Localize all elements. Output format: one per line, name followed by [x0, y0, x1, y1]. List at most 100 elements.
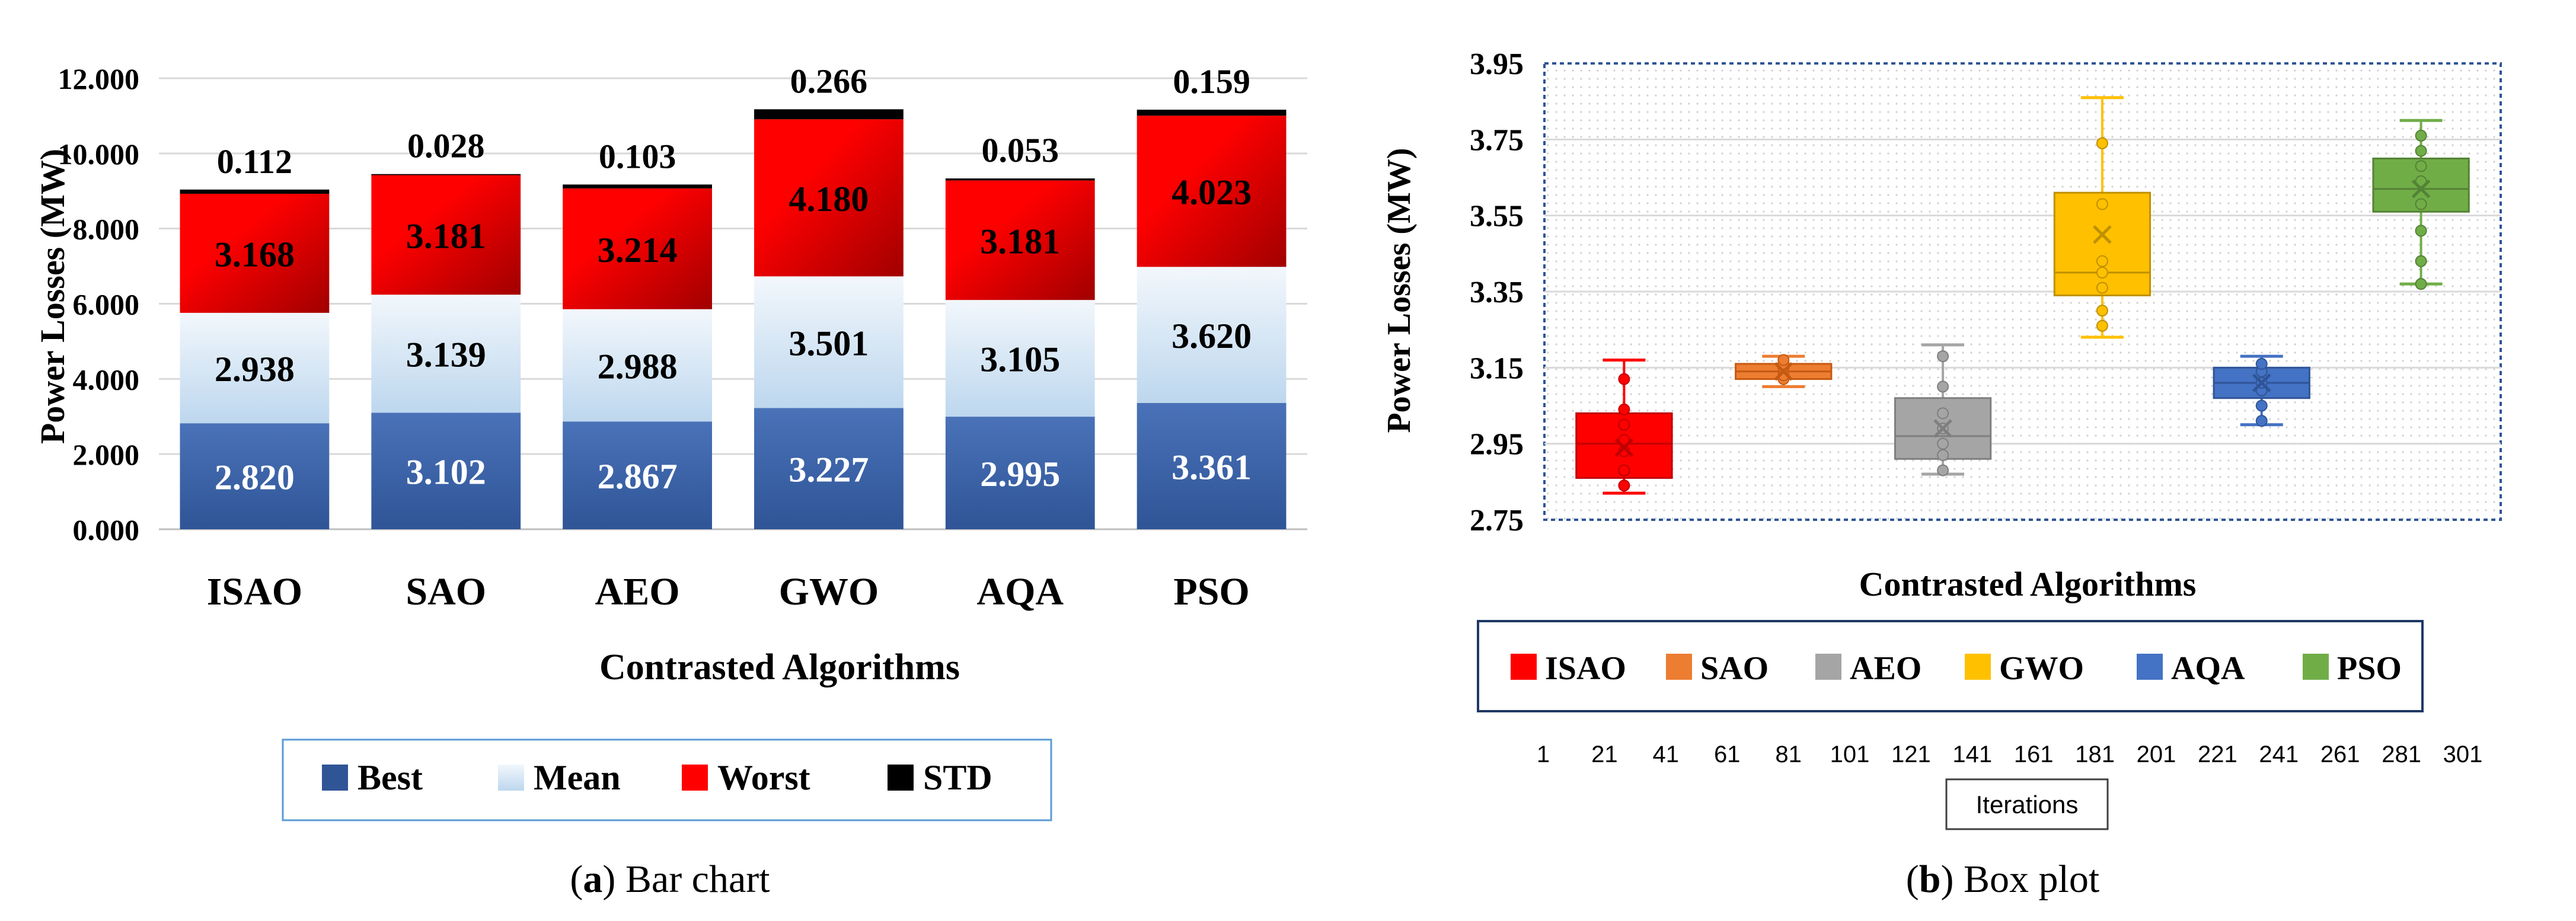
bar-x-tick: SAO — [406, 570, 486, 613]
bar-x-ticks: ISAO SAO AEO GWO AQA PSO — [207, 570, 1250, 613]
iteration-tick: 241 — [2259, 741, 2299, 768]
bar-label-best: 3.361 — [1172, 447, 1252, 487]
mean-marker-pso — [2411, 179, 2431, 199]
mean-marker-isao — [1614, 438, 1634, 457]
box-x-axis-label: Contrasted Algorithms — [1859, 565, 2197, 603]
bar-label-mean: 3.139 — [406, 335, 486, 375]
bar-label-std: 0.103 — [599, 137, 676, 175]
bar-label-mean: 3.105 — [980, 340, 1060, 379]
point-aeo — [1937, 437, 1949, 450]
bar-y-axis-label: Power Losses (MW) — [33, 149, 72, 444]
legend-label-worst: Worst — [717, 758, 810, 797]
bar-best-sao — [371, 412, 521, 529]
bar-label-std: 0.266 — [790, 62, 868, 100]
legend-swatch-std — [888, 765, 914, 791]
legend-swatch-mean — [498, 765, 524, 791]
point-aqa — [2255, 357, 2268, 370]
point-aeo — [1937, 464, 1949, 477]
bar-best-aqa — [945, 417, 1095, 529]
iteration-tick: 301 — [2443, 741, 2483, 768]
bar-worst-gwo — [754, 119, 904, 277]
iteration-tick: 1 — [1537, 741, 1550, 768]
bar-legend: Best Mean Worst STD — [322, 758, 992, 797]
box-legend-box — [1477, 620, 2424, 712]
bar-y-tick: 10.000 — [58, 137, 140, 171]
bar-legend-box — [282, 738, 1052, 821]
bar-label-worst: 4.180 — [789, 180, 869, 219]
box-y-tick: 3.55 — [1470, 200, 1524, 234]
bar-label-best: 2.820 — [215, 458, 295, 497]
box-y-tick: 3.75 — [1470, 123, 1524, 157]
iteration-tick: 161 — [2014, 741, 2054, 768]
bar-worst-isao — [180, 193, 330, 313]
legend-swatch-worst — [682, 765, 708, 791]
iteration-tick: 141 — [1952, 741, 1992, 768]
point-isao — [1618, 434, 1630, 446]
bar-label-worst: 3.181 — [406, 216, 486, 255]
iterations-label: Iterations — [1976, 791, 2079, 818]
box-y-ticks: 2.75 2.95 3.15 3.35 3.55 3.75 3.95 — [1470, 47, 1524, 538]
bar-label-best: 2.995 — [980, 455, 1060, 494]
bar-mean-sao — [371, 295, 521, 413]
bar-worst-pso — [1137, 116, 1287, 267]
point-gwo — [2096, 282, 2108, 294]
iteration-ticks: 1 21 41 61 81 101 121 141 161 181 201 221 241 261 281 3… — [1537, 741, 2483, 768]
bar-label-std: 0.053 — [982, 131, 1059, 170]
point-isao — [1618, 479, 1630, 492]
iteration-tick: 181 — [2075, 741, 2115, 768]
point-gwo — [2096, 319, 2108, 332]
box-grid — [1544, 138, 2501, 445]
box-y-tick: 2.95 — [1470, 428, 1524, 462]
bar-worst-sao — [371, 175, 521, 295]
point-pso — [2415, 145, 2427, 157]
bar-std-isao — [180, 189, 330, 194]
bar-mean-pso — [1137, 267, 1287, 403]
bar-label-std: 0.112 — [217, 142, 292, 181]
bar-label-std: 0.028 — [407, 127, 485, 165]
caption-a-text: Bar chart — [615, 858, 770, 901]
caption-b-label: b — [1919, 858, 1941, 901]
bar-x-tick: PSO — [1173, 570, 1249, 613]
bar-std-aeo — [563, 184, 712, 188]
iteration-tick: 101 — [1830, 741, 1870, 768]
mean-marker-sao — [1774, 362, 1793, 381]
bar-label-best: 3.227 — [789, 450, 869, 490]
legend-label-aeo: AEO — [1850, 650, 1921, 687]
iterations-label-box — [1945, 778, 2109, 830]
iteration-tick: 261 — [2320, 741, 2360, 768]
bar-label-std: 0.159 — [1173, 62, 1250, 101]
legend-label-pso: PSO — [2337, 650, 2402, 687]
bar-chart-panel: 2.820 2.938 3.168 0.112 3.102 3.139 3.181 0.028… — [33, 62, 1307, 821]
legend-label-sao: SAO — [1700, 650, 1769, 687]
bar-label-best: 2.867 — [598, 457, 678, 496]
legend-label-aqa: AQA — [2171, 650, 2245, 687]
point-isao — [1618, 403, 1630, 415]
bar-y-tick: 8.000 — [73, 213, 140, 246]
bar-y-ticks: 0.000 2.000 4.000 6.000 8.000 10.000 12.000 — [58, 62, 140, 546]
point-gwo — [2096, 137, 2108, 149]
iteration-tick: 221 — [2198, 741, 2237, 768]
legend-swatch-best — [322, 765, 348, 791]
point-pso — [2415, 255, 2427, 267]
point-pso — [2415, 129, 2427, 142]
caption-a: (a) Bar chart — [570, 858, 770, 901]
point-aeo — [1937, 449, 1949, 461]
bar-mean-gwo — [754, 276, 904, 408]
point-isao — [1618, 418, 1630, 431]
bar-mean-aqa — [945, 300, 1095, 417]
bar-best-pso — [1137, 402, 1287, 529]
bar-best-isao — [180, 423, 330, 529]
bar-label-mean: 3.501 — [789, 324, 869, 363]
box-y-tick: 3.95 — [1470, 47, 1524, 81]
mean-marker-aeo — [1933, 419, 1952, 438]
iteration-tick: 281 — [2382, 741, 2421, 768]
bar-grid — [159, 77, 1307, 530]
legend-swatch-sao — [1666, 654, 1692, 680]
point-sao — [1777, 354, 1790, 366]
box-y-tick: 2.75 — [1470, 504, 1524, 538]
box-y-tick: 3.15 — [1470, 351, 1524, 385]
bar-std-sao — [371, 174, 521, 175]
box-plot-panel: 2.75 2.95 3.15 3.35 3.55 3.75 3.95 Power Losse… — [1381, 47, 2502, 830]
bar-worst-aqa — [945, 180, 1095, 300]
